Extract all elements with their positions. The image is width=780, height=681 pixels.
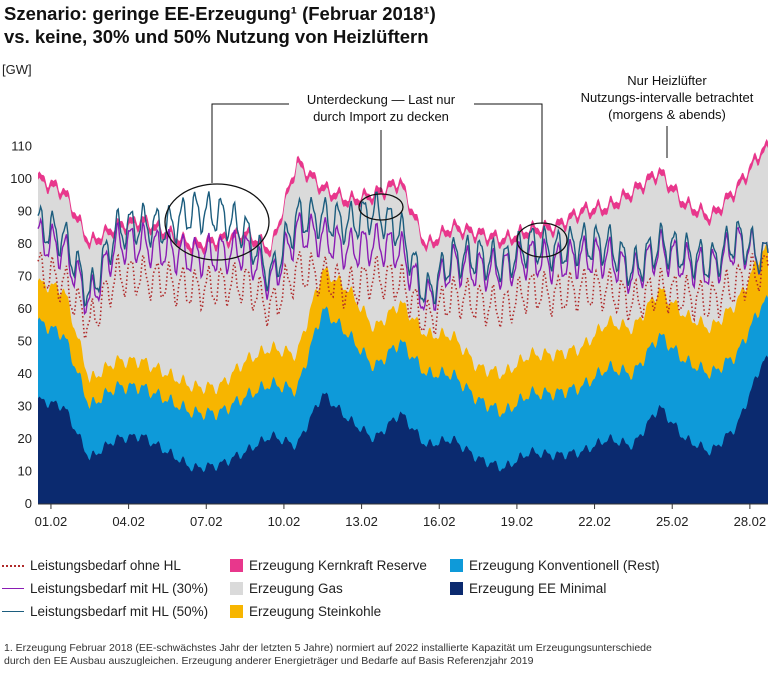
annotation-heater-text: (morgens & abends) — [608, 107, 726, 122]
annotation-leader-line — [211, 103, 289, 183]
annotation-ellipse — [358, 193, 404, 221]
y-tick-label: 20 — [18, 431, 32, 446]
footnote-line2: durch den EE Ausbau auszugleichen. Erzeu… — [4, 655, 534, 667]
legend-item-nuclear-reserve: Erzeugung Kernkraft Reserve — [226, 558, 427, 573]
legend-swatch-line — [2, 588, 24, 589]
legend-item-ee-minimal: Erzeugung EE Minimal — [446, 581, 606, 596]
y-tick-label: 110 — [11, 138, 32, 153]
legend-swatch-box — [230, 605, 243, 618]
legend-label: Erzeugung EE Minimal — [469, 581, 607, 596]
chart-title: Szenario: geringe EE-Erzeugung¹ (Februar… — [4, 2, 436, 48]
legend-item-demand-hl30: Leistungsbedarf mit HL (30%) — [2, 581, 208, 596]
legend-swatch-box — [230, 559, 243, 572]
y-tick-label: 10 — [18, 463, 32, 478]
legend-label: Erzeugung Gas — [249, 581, 343, 596]
legend-item-gas: Erzeugung Gas — [226, 581, 343, 596]
x-tick-label: 13.02 — [345, 514, 378, 529]
legend-swatch-box — [450, 559, 463, 572]
annotation-leader-line — [474, 103, 543, 224]
y-tick-label: 40 — [18, 366, 32, 381]
y-tick-label: 60 — [18, 301, 32, 316]
y-tick-label: 70 — [18, 268, 32, 283]
annotation-ellipse — [164, 183, 270, 261]
y-tick-label: 90 — [18, 203, 32, 218]
x-tick-label: 25.02 — [656, 514, 689, 529]
annotation-heater-text: Nutzungs-intervalle betrachtet — [581, 90, 754, 105]
x-tick-label: 19.02 — [501, 514, 534, 529]
legend-label: Erzeugung Steinkohle — [249, 604, 382, 619]
x-tick-label: 28.02 — [734, 514, 767, 529]
y-tick-label: 0 — [25, 496, 32, 511]
axes-layer: 0 10 20 30 40 50 60 70 80 90 100 110 01.02 04.02 07.02… — [10, 138, 768, 529]
annotation-ellipse — [516, 222, 568, 258]
x-tick-label: 04.02 — [112, 514, 145, 529]
annotation-layer: Unterdeckung — Last nur durch Import zu d… — [164, 73, 754, 261]
area-layer — [38, 138, 768, 504]
legend-label: Leistungsbedarf mit HL (50%) — [30, 604, 209, 619]
area-erzeugung-ee-minimal — [38, 355, 768, 504]
legend-item-hard-coal: Erzeugung Steinkohle — [226, 604, 381, 619]
line-leistungsbedarf-mit-hl-50- — [37, 191, 769, 308]
footnote-line1: 1. Erzeugung Februar 2018 (EE-schwächste… — [4, 642, 652, 654]
chart-title-line1: Szenario: geringe EE-Erzeugung¹ (Februar… — [4, 3, 436, 24]
x-tick-label: 01.02 — [35, 514, 68, 529]
chart-title-line2: vs. keine, 30% und 50% Nutzung von Heizl… — [4, 26, 429, 47]
annotation-deficit-text: Unterdeckung — Last nur — [307, 92, 456, 107]
legend-swatch-box — [450, 582, 463, 595]
y-tick-label: 50 — [18, 333, 32, 348]
legend-label: Erzeugung Konventionell (Rest) — [469, 558, 660, 573]
legend-item-conventional-rest: Erzeugung Konventionell (Rest) — [446, 558, 660, 573]
x-tick-label: 22.02 — [578, 514, 611, 529]
x-tick-label: 16.02 — [423, 514, 456, 529]
x-tick-label: 10.02 — [268, 514, 301, 529]
demand-lines-layer — [37, 191, 769, 341]
area-chart: 0 10 20 30 40 50 60 70 80 90 100 110 01.02 04.02 07.02… — [10, 73, 769, 529]
x-tick-label: 07.02 — [190, 514, 223, 529]
annotation-heater-text: Nur Heizlüfter — [627, 73, 707, 88]
legend-label: Leistungsbedarf mit HL (30%) — [30, 581, 209, 596]
legend-label: Erzeugung Kernkraft Reserve — [249, 558, 427, 573]
legend-item-demand-no-hl: Leistungsbedarf ohne HL — [2, 558, 181, 573]
legend-item-demand-hl50: Leistungsbedarf mit HL (50%) — [2, 604, 208, 619]
y-tick-label: 100 — [10, 171, 32, 186]
legend-swatch-dotted-line — [2, 564, 24, 567]
y-axis-unit-label: [GW] — [2, 62, 32, 77]
legend-swatch-line — [2, 611, 24, 612]
annotation-deficit-text: durch Import zu decken — [313, 109, 449, 124]
legend: Leistungsbedarf ohne HL Leistungsbedarf … — [0, 558, 780, 628]
line-leistungsbedarf-mit-hl-30- — [37, 212, 769, 316]
legend-label: Leistungsbedarf ohne HL — [30, 558, 181, 573]
legend-swatch-box — [230, 582, 243, 595]
footnote: 1. Erzeugung Februar 2018 (EE-schwächste… — [4, 642, 774, 668]
y-tick-label: 30 — [18, 398, 32, 413]
y-tick-label: 80 — [18, 236, 32, 251]
